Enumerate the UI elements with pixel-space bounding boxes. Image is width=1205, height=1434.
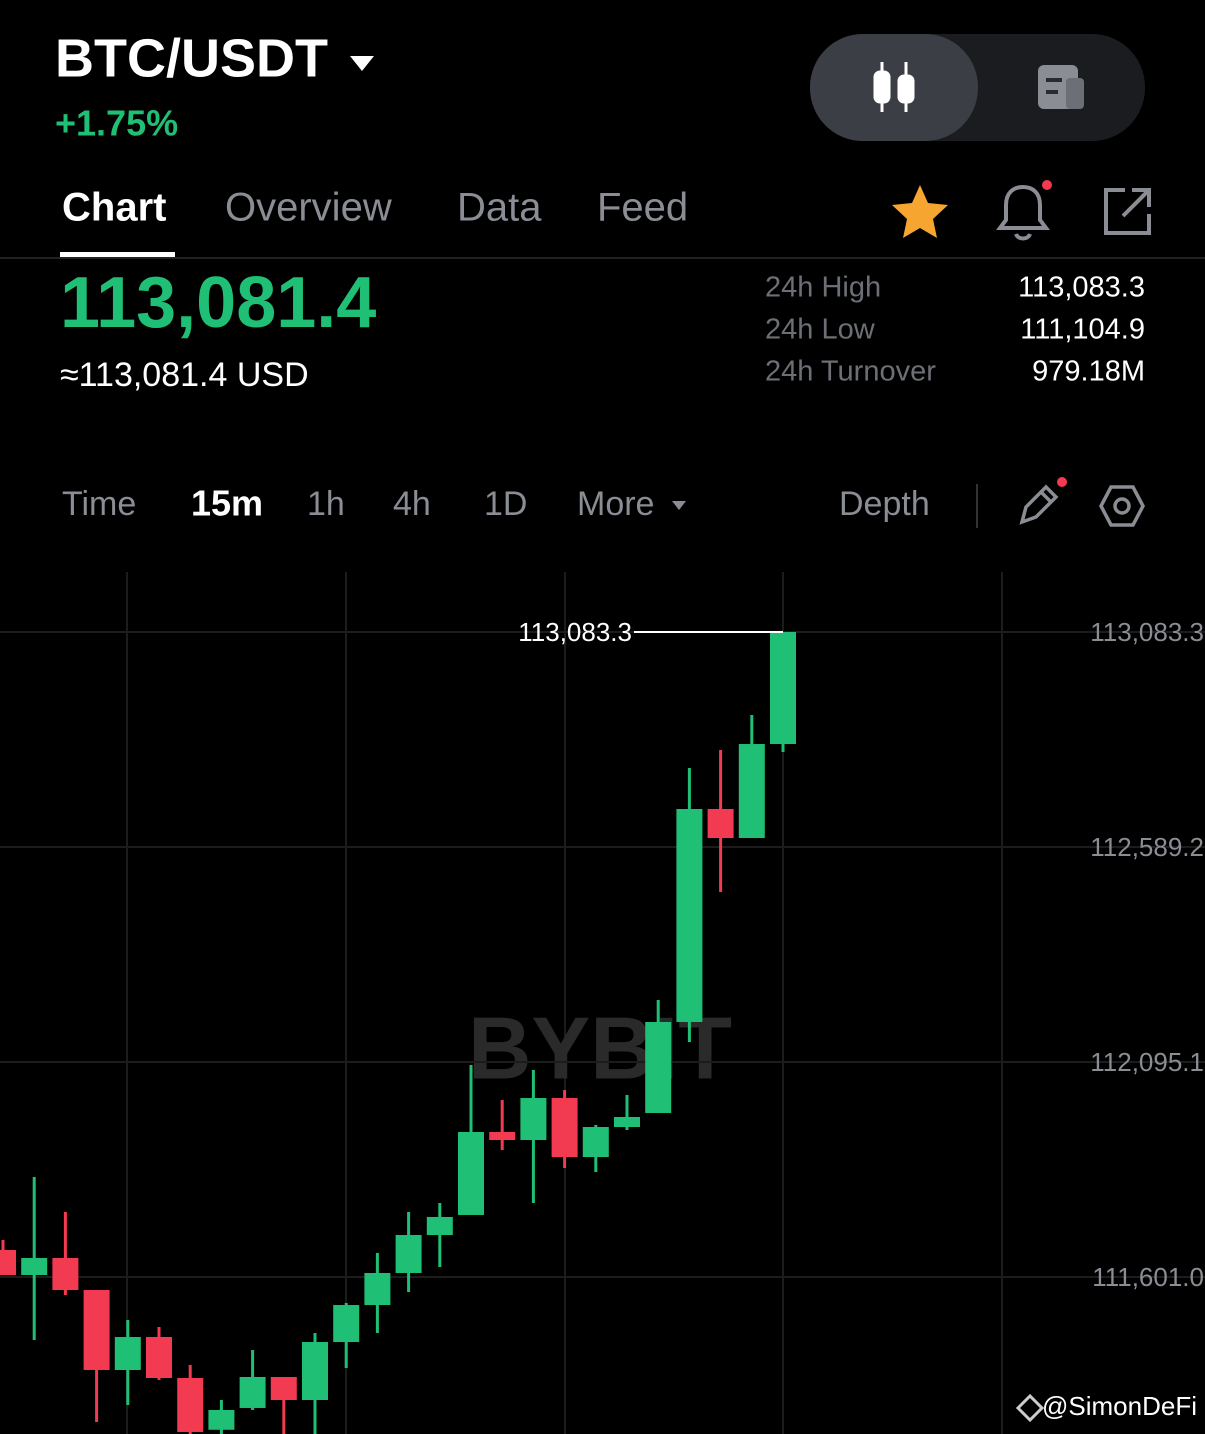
candle-body bbox=[520, 1098, 547, 1141]
candle-body bbox=[146, 1337, 172, 1378]
more-arrow[interactable] bbox=[672, 501, 686, 510]
candle-body bbox=[52, 1257, 79, 1291]
dropdown-arrow[interactable] bbox=[350, 56, 374, 71]
high-marker-label: 113,083.3 bbox=[518, 617, 632, 647]
tab[interactable]: Feed bbox=[597, 186, 688, 230]
candle-body bbox=[489, 1132, 516, 1141]
depth-button[interactable]: Depth bbox=[839, 485, 930, 523]
candle-body bbox=[738, 744, 765, 839]
price-usd: ≈113,081.4 USD bbox=[60, 356, 309, 394]
timeframe[interactable]: 1h bbox=[307, 485, 345, 523]
y-tick-label: 112,095.1 bbox=[1090, 1047, 1204, 1077]
stat-value: 979.18M bbox=[1032, 356, 1145, 388]
stat-value: 113,083.3 bbox=[1018, 272, 1145, 304]
candle-body bbox=[458, 1132, 484, 1215]
candle-body bbox=[21, 1257, 48, 1275]
notification-dot bbox=[1057, 477, 1067, 487]
time-grid bbox=[126, 572, 1003, 1434]
last-price: 113,081.4 bbox=[60, 263, 376, 343]
candle-body bbox=[770, 632, 796, 745]
y-tick-label: 111,601.0 bbox=[1092, 1262, 1204, 1292]
candle-body bbox=[83, 1290, 110, 1370]
stat-value: 111,104.9 bbox=[1020, 314, 1145, 346]
y-tick-label: 113,083.3 bbox=[1090, 617, 1204, 647]
candle-body bbox=[208, 1409, 235, 1430]
candle-body bbox=[551, 1098, 578, 1158]
stat-label: 24h High bbox=[765, 272, 881, 304]
pair-title[interactable]: BTC/USDT bbox=[55, 28, 328, 88]
candle-body bbox=[302, 1342, 328, 1401]
timeframe[interactable]: Time bbox=[62, 485, 136, 523]
tab[interactable]: Data bbox=[457, 186, 542, 230]
candle-body bbox=[364, 1272, 391, 1306]
news-icon bbox=[1038, 65, 1084, 109]
timeframe[interactable]: 4h bbox=[393, 485, 431, 523]
candle-body bbox=[0, 1250, 16, 1275]
candle-icon bbox=[873, 62, 915, 112]
y-tick-label: 112,589.2 bbox=[1090, 832, 1204, 862]
credit-text: @SimonDeFi bbox=[1042, 1391, 1197, 1421]
candle-body bbox=[177, 1377, 204, 1432]
candle-body bbox=[270, 1376, 297, 1401]
credit: @SimonDeFi bbox=[1015, 1391, 1197, 1423]
candle-body bbox=[333, 1305, 360, 1343]
candle-body bbox=[676, 808, 703, 1022]
stat-label: 24h Turnover bbox=[765, 356, 936, 388]
timeframe[interactable]: 15m bbox=[191, 483, 263, 524]
candle-body bbox=[582, 1126, 609, 1158]
toggle-active[interactable] bbox=[810, 34, 978, 141]
candle-body bbox=[645, 1021, 672, 1113]
alert-bell[interactable] bbox=[996, 184, 1050, 241]
candle-body bbox=[239, 1376, 266, 1408]
tab[interactable]: Chart bbox=[62, 186, 166, 230]
favorite-star[interactable] bbox=[892, 185, 948, 238]
timeframe[interactable]: More bbox=[577, 485, 654, 523]
candle-body bbox=[114, 1337, 141, 1370]
tab[interactable]: Overview bbox=[225, 186, 392, 230]
candle-body bbox=[614, 1116, 640, 1127]
candle-body bbox=[707, 808, 734, 839]
notification-dot bbox=[1042, 180, 1052, 190]
plot bbox=[0, 631, 1205, 1434]
candle-body bbox=[395, 1235, 422, 1273]
stat-label: 24h Low bbox=[765, 314, 876, 346]
share-icon[interactable] bbox=[1104, 188, 1151, 235]
settings-icon[interactable] bbox=[1099, 485, 1145, 527]
tab-underline bbox=[60, 252, 175, 257]
timeframe[interactable]: 1D bbox=[484, 485, 527, 523]
draw-tool[interactable] bbox=[1019, 484, 1059, 525]
change: +1.75% bbox=[55, 103, 178, 144]
candle-body bbox=[426, 1216, 453, 1236]
